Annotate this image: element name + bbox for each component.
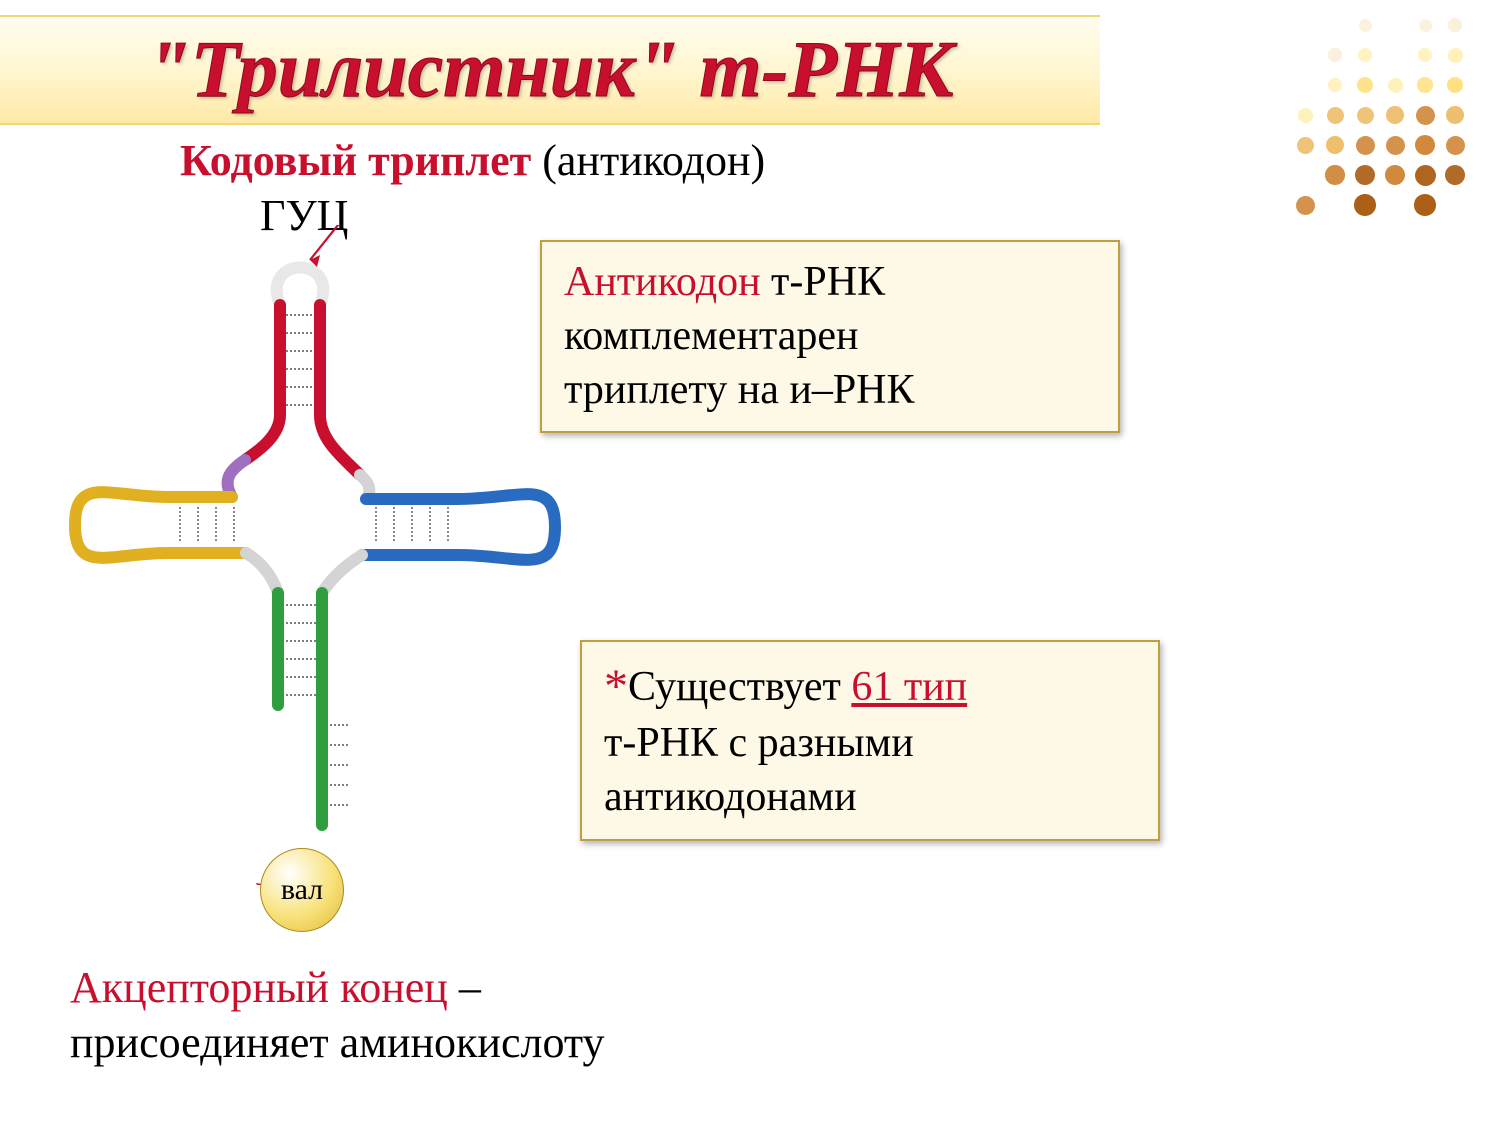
decor-dot xyxy=(1358,48,1372,62)
decor-dot xyxy=(1388,78,1403,93)
decor-dot xyxy=(1327,107,1344,124)
decor-dot xyxy=(1418,48,1432,62)
decor-dot xyxy=(1385,165,1405,185)
decor-dot xyxy=(1386,136,1405,155)
subtitle-codon: Кодовый триплет (антикодон) xyxy=(180,135,765,186)
decor-dot xyxy=(1415,135,1435,155)
decor-dot xyxy=(1414,194,1436,216)
trna-cloverleaf-diagram xyxy=(60,225,580,885)
title-banner: "Трилистник" т-РНК xyxy=(0,15,1100,125)
decor-dot xyxy=(1296,196,1315,215)
decor-dot xyxy=(1448,48,1463,63)
decor-dot xyxy=(1297,137,1314,154)
decor-dot xyxy=(1416,106,1435,125)
info-box-types: *Существует 61 тип т-РНК с разными антик… xyxy=(580,640,1160,841)
decor-dot xyxy=(1357,77,1373,93)
decor-dot xyxy=(1386,106,1404,124)
decor-dot xyxy=(1359,19,1372,32)
decor-dot xyxy=(1446,106,1464,124)
arrow-anticodon xyxy=(310,225,370,267)
decor-dot xyxy=(1415,165,1436,186)
info-box-anticodon: Антикодон т-РНК комплементарен триплету … xyxy=(540,240,1120,433)
decor-dot xyxy=(1325,165,1345,185)
decor-dot xyxy=(1326,136,1344,154)
decor-dot xyxy=(1298,108,1313,123)
decor-dot xyxy=(1328,78,1343,93)
decor-dot xyxy=(1419,19,1432,32)
decor-dot xyxy=(1355,165,1376,186)
decor-dot xyxy=(1447,77,1464,94)
decor-dot xyxy=(1445,165,1466,186)
decor-dot-grid xyxy=(1290,10,1470,220)
decor-dot xyxy=(1446,136,1465,155)
page-title: "Трилистник" т-РНК xyxy=(146,25,953,116)
amino-acid-val: вал xyxy=(260,848,344,932)
decor-dot xyxy=(1356,136,1375,155)
decor-dot xyxy=(1357,107,1374,124)
decor-dot xyxy=(1328,48,1342,62)
decor-dot xyxy=(1448,18,1462,32)
acceptor-end-label: Акцепторный конец – присоединяет аминоки… xyxy=(70,960,605,1070)
arrow-acceptor xyxy=(150,883,268,885)
decor-dot xyxy=(1417,77,1433,93)
decor-dot xyxy=(1354,194,1376,216)
